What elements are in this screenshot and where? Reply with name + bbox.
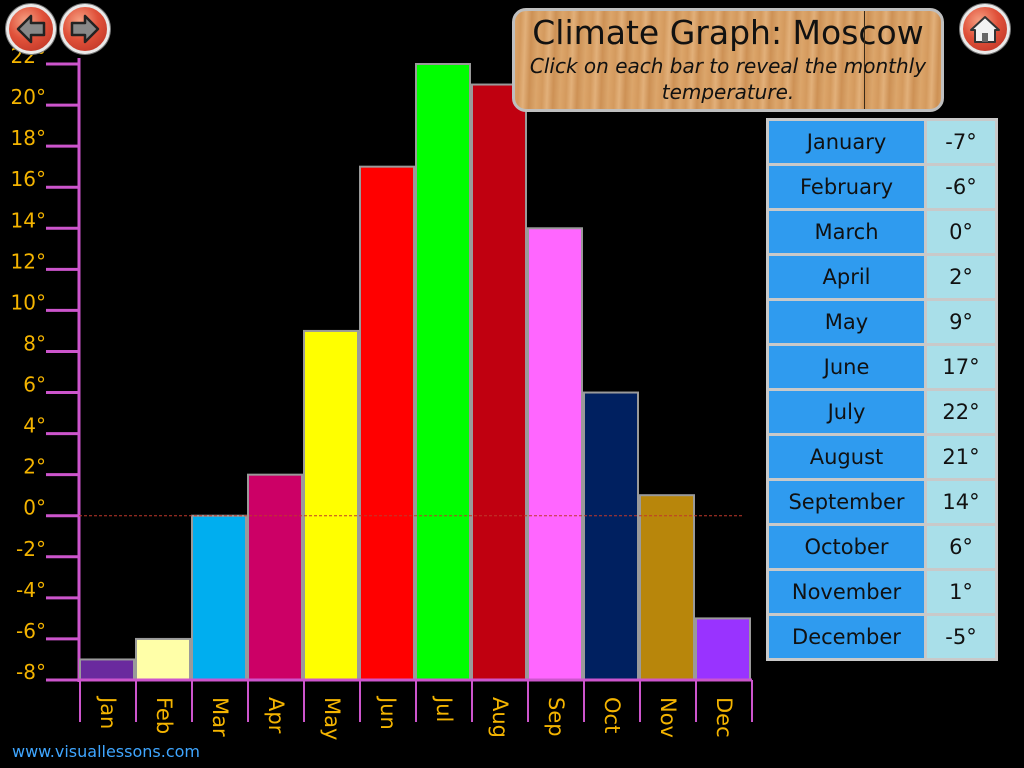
bar-apr[interactable] — [247, 473, 303, 681]
x-tick-label: Jun — [376, 695, 400, 730]
y-tick-label: 18° — [11, 126, 46, 150]
back-button[interactable] — [6, 4, 56, 54]
table-row: September 14° — [769, 481, 995, 523]
table-row: July 22° — [769, 391, 995, 433]
bar-mar[interactable] — [191, 514, 247, 681]
month-cell: June — [769, 346, 924, 388]
bar-may[interactable] — [303, 329, 359, 681]
temperature-cell: -6° — [927, 166, 995, 208]
month-cell: July — [769, 391, 924, 433]
bar-oct[interactable] — [583, 391, 639, 681]
y-tick-label: -4° — [16, 578, 46, 602]
y-tick-label: 12° — [11, 249, 46, 273]
arrow-right-icon — [70, 14, 100, 44]
temperature-cell: 22° — [927, 391, 995, 433]
y-tick-label: 2° — [23, 455, 46, 479]
month-cell: November — [769, 571, 924, 613]
x-tick-label: Oct — [600, 697, 624, 733]
bar-sep[interactable] — [527, 227, 583, 681]
x-tick-label: Jan — [96, 695, 120, 729]
y-tick-label: 8° — [23, 331, 46, 355]
month-cell: December — [769, 616, 924, 658]
x-tick-label: Nov — [656, 697, 680, 738]
y-tick-label: 4° — [23, 414, 46, 438]
table-row: June 17° — [769, 346, 995, 388]
forward-button[interactable] — [60, 4, 110, 54]
climate-bar-chart: -8° -6° -4° -2° 0° 2° 4° 6° 8° 10° 12° 14° 16° 18° 20°… — [11, 44, 753, 740]
month-cell: February — [769, 166, 924, 208]
month-cell: August — [769, 436, 924, 478]
table-row: October 6° — [769, 526, 995, 568]
x-tick-label: Jul — [432, 695, 456, 722]
bar-nov[interactable] — [639, 494, 695, 682]
temperature-cell: 14° — [927, 481, 995, 523]
month-cell: January — [769, 121, 924, 163]
arrow-left-icon — [16, 14, 46, 44]
board-crack — [864, 11, 865, 109]
y-tick-label: -6° — [16, 619, 46, 643]
footer-site: www.visuallessons.com — [12, 742, 200, 761]
temperature-cell: -5° — [927, 616, 995, 658]
table-row: February -6° — [769, 166, 995, 208]
month-cell: March — [769, 211, 924, 253]
temperature-cell: 9° — [927, 301, 995, 343]
home-button[interactable] — [960, 4, 1010, 54]
y-tick-label: 0° — [23, 496, 46, 520]
temperature-cell: 2° — [927, 256, 995, 298]
x-tick-label: Aug — [488, 697, 512, 738]
bar-jun[interactable] — [359, 165, 415, 681]
bar-jan[interactable] — [79, 658, 135, 682]
table-row: November 1° — [769, 571, 995, 613]
title-board: Climate Graph: Moscow Click on each bar … — [512, 8, 944, 112]
page-subtitle: Click on each bar to reveal the monthly … — [529, 54, 927, 104]
y-tick-label: -2° — [16, 537, 46, 561]
table-row: April 2° — [769, 256, 995, 298]
table-row: March 0° — [769, 211, 995, 253]
table-row: May 9° — [769, 301, 995, 343]
y-tick-label: 14° — [11, 208, 46, 232]
bar-dec[interactable] — [695, 617, 751, 682]
x-tick-label: Mar — [208, 697, 232, 737]
temperature-cell: -7° — [927, 121, 995, 163]
x-tick-label: Apr — [264, 697, 288, 734]
x-tick-label: Feb — [152, 697, 176, 734]
month-cell: September — [769, 481, 924, 523]
temperature-cell: 0° — [927, 211, 995, 253]
temperature-cell: 17° — [927, 346, 995, 388]
y-tick-label: 16° — [11, 167, 46, 191]
y-tick-label: -8° — [16, 660, 46, 684]
table-row: January -7° — [769, 121, 995, 163]
x-tick-label: Dec — [712, 697, 736, 738]
y-tick-label: 10° — [11, 290, 46, 314]
temperature-cell: 1° — [927, 571, 995, 613]
bar-aug[interactable] — [471, 83, 527, 682]
x-tick-label: May — [320, 697, 344, 740]
home-icon — [970, 16, 1000, 43]
month-cell: April — [769, 256, 924, 298]
temperature-cell: 21° — [927, 436, 995, 478]
temperature-table: January -7° February -6° March 0° April 2° May 9°… — [766, 118, 998, 661]
x-tick-label: Sep — [544, 697, 568, 737]
bar-jul[interactable] — [415, 63, 471, 681]
bar-feb[interactable] — [135, 637, 191, 682]
table-row: August 21° — [769, 436, 995, 478]
table-row: December -5° — [769, 616, 995, 658]
month-cell: October — [769, 526, 924, 568]
month-cell: May — [769, 301, 924, 343]
y-tick-label: 20° — [11, 85, 46, 109]
page-title: Climate Graph: Moscow — [532, 13, 924, 52]
temperature-cell: 6° — [927, 526, 995, 568]
y-tick-label: 6° — [23, 373, 46, 397]
